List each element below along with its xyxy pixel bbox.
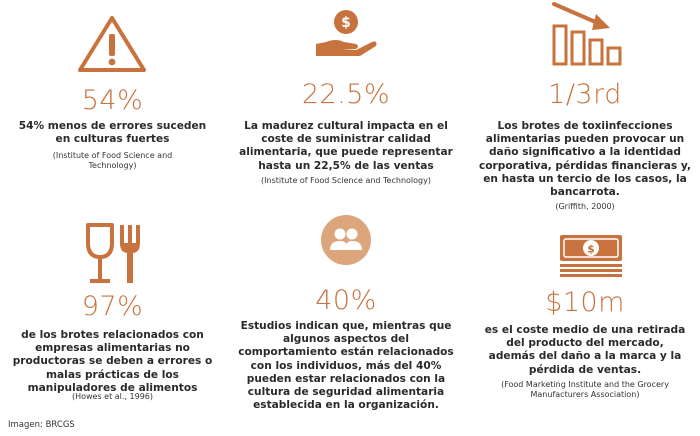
stat-value: 1/3rd bbox=[548, 79, 622, 110]
stat-card-recall: $ $10m es el coste medio de una retirada… bbox=[470, 215, 700, 420]
people-group-icon bbox=[321, 215, 371, 265]
stat-card-outbreaks: 1/3rd Los brotes de toxiinfecciones alim… bbox=[470, 0, 700, 215]
svg-text:$: $ bbox=[341, 15, 351, 31]
stat-description: Estudios indican que, mientras que algun… bbox=[238, 320, 454, 412]
stat-value: $10m bbox=[545, 287, 625, 318]
stat-description: es el coste medio de una retirada del pr… bbox=[484, 324, 686, 376]
stat-card-maturity: $ 22.5% La madurez cultural impacta en e… bbox=[230, 0, 462, 215]
stat-value: 40% bbox=[315, 285, 377, 316]
stat-source: (Food Marketing Institute and the Grocer… bbox=[501, 380, 669, 399]
stat-description: Los brotes de toxiinfecciones alimentari… bbox=[478, 120, 692, 199]
warning-triangle-icon bbox=[78, 16, 146, 72]
money-stack-icon: $ bbox=[560, 235, 622, 277]
declining-chart-icon bbox=[552, 2, 622, 66]
stat-value: 22.5% bbox=[301, 79, 391, 110]
svg-text:$: $ bbox=[587, 243, 595, 256]
stat-source: (Institute of Food Science and Technolog… bbox=[52, 151, 173, 170]
stat-value: 97% bbox=[81, 291, 144, 322]
stat-card-handlers: 97% de los brotes relacionados con empre… bbox=[0, 215, 225, 420]
image-credit: Imagen: BRCGS bbox=[8, 420, 75, 430]
stat-source: (Howes et al., 1996) bbox=[71, 392, 154, 401]
stat-source: (Institute of Food Science and Technolog… bbox=[261, 176, 431, 185]
stat-card-culture: 40% Estudios indican que, mientras que a… bbox=[230, 215, 462, 420]
stat-description: de los brotes relacionados con empresas … bbox=[12, 329, 213, 394]
stat-description: 54% menos de errores suceden en culturas… bbox=[18, 120, 207, 146]
stat-source: (Griffith, 2000) bbox=[555, 202, 615, 211]
stat-value: 54% bbox=[81, 85, 144, 116]
glass-fork-icon bbox=[86, 223, 140, 283]
hand-coin-icon: $ bbox=[316, 10, 377, 56]
stat-description: La madurez cultural impacta en el coste … bbox=[239, 120, 453, 172]
stat-card-errors: 54% 54% menos de errores suceden en cult… bbox=[0, 0, 225, 215]
